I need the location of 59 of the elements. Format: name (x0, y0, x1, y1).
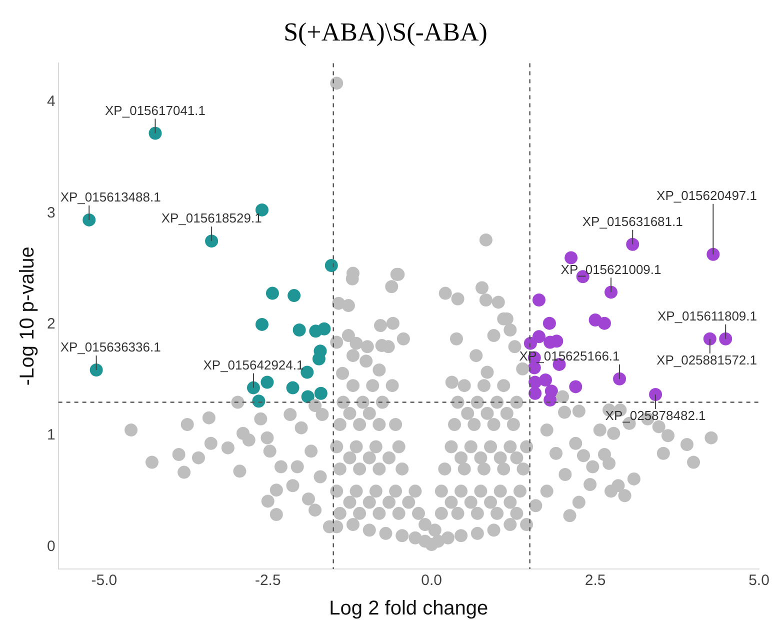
annotation: XP_015613488.1 (60, 190, 161, 205)
point (532, 293, 546, 306)
point (528, 386, 542, 400)
point (604, 286, 618, 299)
point (703, 332, 716, 346)
annotation: XP_015611809.1 (657, 308, 758, 324)
point (613, 372, 626, 386)
x-axis-title: Log 2 fold change (329, 598, 488, 620)
y-tick-label: 4 (47, 93, 56, 110)
point (569, 380, 582, 394)
annotation: XP_015621009.1 (560, 262, 662, 277)
point (301, 390, 314, 404)
x-tick-label: 0.0 (421, 572, 442, 590)
y-tick-label: 1 (47, 426, 56, 444)
annotation: XP_015636336.1 (60, 340, 161, 355)
point (544, 394, 557, 407)
annotation: XP_015631681.1 (582, 214, 683, 229)
point (598, 316, 611, 330)
point (542, 316, 556, 330)
chart-title: S(+ABA)\S(-ABA) (284, 17, 488, 46)
y-tick-label: 0 (47, 538, 56, 555)
point (246, 381, 260, 394)
point (90, 364, 103, 377)
annotation: XP_015618529.1 (161, 210, 262, 226)
point (292, 323, 306, 336)
x-tick-label: -5.0 (91, 572, 118, 590)
point (286, 381, 300, 394)
annotation: XP_025878482.1 (605, 408, 706, 424)
point (626, 238, 640, 251)
point (564, 251, 578, 264)
point (324, 259, 338, 272)
point (719, 332, 732, 346)
point (649, 388, 662, 401)
x-tick-label: 5.0 (748, 572, 770, 590)
point (550, 334, 564, 348)
point (266, 286, 279, 300)
point (706, 248, 720, 261)
point (539, 374, 552, 387)
x-tick-label: -2.5 (254, 572, 281, 590)
point (312, 352, 326, 366)
y-tick-label: 3 (47, 204, 56, 222)
point (532, 330, 546, 344)
point (148, 126, 162, 140)
point (205, 234, 218, 248)
point (318, 322, 331, 336)
annotation: XP_015642924.1 (203, 357, 304, 372)
point (252, 394, 266, 408)
point (255, 318, 268, 331)
annotation: XP_015617041.1 (105, 102, 206, 118)
point (524, 336, 537, 350)
x-tick-label: 2.5 (584, 572, 606, 590)
y-axis-title: -Log 10 p-value (16, 246, 39, 386)
y-tick-label: 2 (47, 316, 56, 333)
point (260, 376, 274, 389)
point (314, 386, 328, 400)
point (82, 213, 96, 226)
annotation: XP_015620497.1 (656, 188, 757, 203)
annotation: XP_025881572.1 (656, 352, 757, 368)
point (288, 289, 301, 302)
